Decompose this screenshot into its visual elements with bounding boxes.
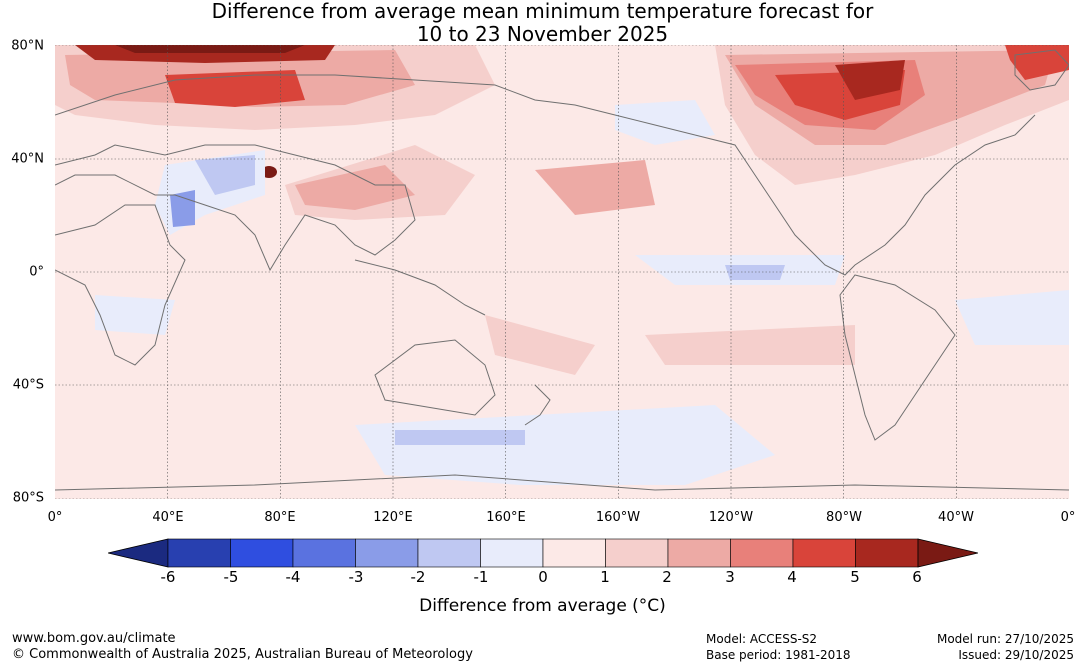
region-southern-ocean-core <box>395 430 525 445</box>
colorbar-tick-n3: -3 <box>348 568 364 586</box>
colorbar-cell <box>417 538 481 568</box>
lon-label-40w: 40°W <box>938 510 974 525</box>
colorbar-cell <box>480 538 544 568</box>
lon-label-120e: 120°E <box>373 510 413 525</box>
region-iran-cool <box>195 155 255 195</box>
region-siberia-hot <box>165 70 305 107</box>
lon-label-0-west: 0° <box>47 510 63 525</box>
coast-africa <box>55 204 186 366</box>
colorbar-cell <box>355 538 419 568</box>
footer-base-period: Base period: 1981-2018 <box>706 648 851 662</box>
lat-label-40s: 40°S <box>12 377 44 393</box>
colorbar-tick-4: 4 <box>787 568 797 586</box>
title-line-2: 10 to 23 November 2025 <box>416 22 669 46</box>
colorbar-under <box>107 538 169 568</box>
region-south-pacific-warm <box>645 325 855 365</box>
colorbar-tick-n4: -4 <box>285 568 301 586</box>
lon-label-0-east: 0° <box>1060 510 1076 525</box>
colorbar-over <box>917 538 979 568</box>
region-indian-ocean-cool <box>95 295 175 335</box>
region-arabia-cool <box>170 190 195 227</box>
lon-label-80e: 80°E <box>264 510 296 525</box>
colorbar-cell <box>605 538 669 568</box>
colorbar <box>107 538 979 584</box>
lon-label-160e: 160°E <box>486 510 526 525</box>
coast-europe-asia <box>55 144 416 272</box>
coast-antarctica <box>55 474 1069 491</box>
forecast-map[interactable] <box>55 45 1069 499</box>
coast-north-america <box>694 114 1036 276</box>
colorbar-tick-n6: -6 <box>160 568 176 586</box>
region-tibet-warm <box>295 165 415 210</box>
lon-label-120w: 120°W <box>708 510 754 525</box>
region-arctic-edge <box>115 45 305 53</box>
colorbar-cell <box>542 538 606 568</box>
colorbar-tick-n2: -2 <box>410 568 426 586</box>
coast-greenland <box>1014 49 1069 91</box>
colorbar-cell <box>792 538 856 568</box>
colorbar-title: Difference from average (°C) <box>419 596 666 616</box>
colorbar-tick-6: 6 <box>912 568 922 586</box>
lon-label-160w: 160°W <box>595 510 641 525</box>
colorbar-cell <box>855 538 919 568</box>
coast-maritime <box>354 259 486 316</box>
coast-south-america <box>839 274 956 441</box>
colorbar-svg <box>107 538 979 568</box>
region-southern-ocean-cool <box>355 405 775 495</box>
coastlines <box>55 49 1069 491</box>
region-north-pacific-warm <box>535 160 655 215</box>
coast-australia <box>374 339 496 416</box>
lon-label-40e: 40°E <box>152 510 184 525</box>
colorbar-tick-3: 3 <box>725 568 735 586</box>
title-line-1: Difference from average mean minimum tem… <box>211 0 874 23</box>
chart-title: Difference from average mean minimum tem… <box>0 0 1085 46</box>
lat-label-80n: 80°N <box>11 38 44 54</box>
footer-model-run: Model run: 27/10/2025 <box>936 632 1074 646</box>
coast-new-zealand <box>524 384 551 426</box>
colorbar-cell <box>292 538 356 568</box>
region-atlantic-south-cool <box>955 290 1069 345</box>
colorbar-cell <box>230 538 294 568</box>
lat-label-40n: 40°N <box>11 151 44 167</box>
colorbar-tick-5: 5 <box>850 568 860 586</box>
colorbar-cell <box>730 538 794 568</box>
region-equatorial-pacific-core <box>725 265 785 280</box>
gridlines <box>55 45 1069 499</box>
colorbar-cell <box>667 538 731 568</box>
lon-label-80w: 80°W <box>826 510 862 525</box>
anomaly-regions <box>55 45 1069 499</box>
colorbar-cell <box>167 538 231 568</box>
lat-label-80s: 80°S <box>12 490 44 506</box>
footer-copyright: © Commonwealth of Australia 2025, Austra… <box>12 647 473 662</box>
colorbar-tick-2: 2 <box>662 568 672 586</box>
region-hudson-max <box>835 60 905 100</box>
footer-model: Model: ACCESS-S2 <box>706 632 818 646</box>
colorbar-tick-1: 1 <box>600 568 610 586</box>
colorbar-cells <box>167 538 919 568</box>
colorbar-tick-n5: -5 <box>223 568 239 586</box>
footer-issued: Issued: 29/10/2025 <box>958 648 1074 662</box>
footer-website[interactable]: www.bom.gov.au/climate <box>12 631 176 646</box>
lat-label-0: 0° <box>29 264 44 280</box>
colorbar-tick-n1: -1 <box>473 568 489 586</box>
region-sw-pacific-warm <box>485 315 595 375</box>
region-antarctic-cool <box>55 485 1069 499</box>
coast-arctic-eurasia <box>55 74 696 136</box>
map-canvas <box>55 45 1069 499</box>
colorbar-tick-0: 0 <box>538 568 548 586</box>
